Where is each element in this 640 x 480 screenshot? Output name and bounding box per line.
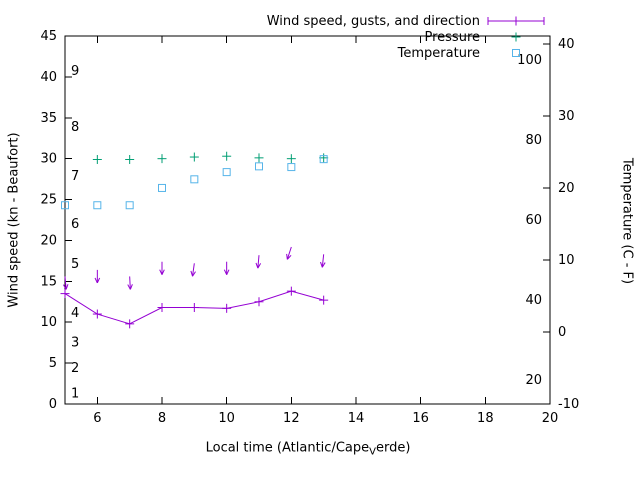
beaufort-scale-label: 1 bbox=[71, 386, 79, 401]
wind-direction-arrow bbox=[223, 269, 228, 275]
x-axis-label-suffix: erde) bbox=[375, 440, 411, 456]
y-left-tick-label: 10 bbox=[40, 315, 57, 330]
beaufort-scale-label: 7 bbox=[71, 169, 79, 184]
fahrenheit-scale-label: 80 bbox=[525, 133, 542, 148]
wind-direction-arrow bbox=[96, 277, 101, 284]
beaufort-scale-label: 9 bbox=[71, 64, 79, 79]
x-tick-label: 10 bbox=[218, 411, 235, 426]
fahrenheit-scale-label: 40 bbox=[525, 293, 542, 308]
wind-direction-arrow bbox=[129, 276, 131, 290]
legend: Wind speed, gusts, and direction Pressure… bbox=[267, 13, 546, 61]
temperature-point bbox=[158, 183, 166, 192]
y-left-tick-label: 20 bbox=[40, 233, 57, 248]
temperature-point bbox=[319, 155, 328, 164]
wind-direction-arrow bbox=[321, 254, 325, 268]
wind-direction-arrow bbox=[286, 254, 292, 260]
wind-direction-arrow bbox=[65, 284, 69, 290]
wind-direction-arrow bbox=[64, 276, 67, 290]
beaufort-scale-label: 8 bbox=[71, 120, 79, 135]
wind-direction-arrow bbox=[127, 284, 131, 290]
wind-direction-arrow bbox=[320, 261, 323, 268]
y-left-tick-label: 5 bbox=[49, 356, 57, 371]
y-left-tick-label: 30 bbox=[40, 152, 57, 167]
wind-direction-arrow bbox=[192, 271, 196, 277]
y-right-tick-label: 20 bbox=[558, 181, 575, 196]
x-tick-label: 6 bbox=[93, 411, 101, 426]
y-left-tick-label: 25 bbox=[40, 193, 57, 208]
fahrenheit-scale-label: 60 bbox=[525, 213, 542, 228]
x-tick-label: 12 bbox=[283, 411, 300, 426]
y-left-tick-label: 40 bbox=[40, 70, 57, 85]
wind-direction-arrow bbox=[159, 269, 163, 275]
y-axis-label-left: Wind speed (kn - Beaufort) bbox=[6, 132, 22, 308]
wind-direction-arrow bbox=[286, 246, 292, 260]
legend-item: Wind speed, gusts, and direction bbox=[267, 13, 546, 29]
y-left-tick-label: 45 bbox=[40, 29, 57, 44]
temperature-point bbox=[222, 168, 231, 177]
x-axis-label-subscript: V bbox=[369, 446, 376, 458]
y-right-tick-label: 0 bbox=[558, 325, 566, 340]
beaufort-scale-label: 3 bbox=[71, 336, 79, 351]
x-tick-label: 14 bbox=[348, 411, 365, 426]
wind-direction-arrow bbox=[190, 270, 194, 277]
wind-direction-arrow bbox=[62, 284, 67, 290]
temperature-point bbox=[190, 175, 199, 184]
wind-direction-arrow bbox=[255, 262, 259, 269]
wind-direction-arrow bbox=[129, 284, 133, 290]
y-left-tick-label: 35 bbox=[40, 111, 57, 126]
wind-direction-arrow bbox=[257, 263, 262, 269]
beaufort-scale-label: 2 bbox=[71, 361, 79, 376]
beaufort-scale-label: 4 bbox=[71, 306, 79, 321]
y-right-tick-label: 10 bbox=[558, 253, 575, 268]
beaufort-scale-label: 5 bbox=[71, 257, 79, 272]
y-right-tick-label: -10 bbox=[558, 397, 579, 412]
x-tick-label: 8 bbox=[158, 411, 166, 426]
wind-direction-arrow bbox=[94, 277, 98, 284]
y-right-tick-label: 30 bbox=[558, 109, 575, 124]
wind-direction-arrow bbox=[226, 269, 230, 275]
legend-sample-square-icon bbox=[512, 49, 520, 57]
legend-item-label: Pressure bbox=[424, 29, 480, 45]
wind-direction-arrow bbox=[161, 269, 165, 275]
temperature-point bbox=[255, 162, 263, 171]
legend-item: Temperature bbox=[267, 45, 546, 61]
wind-direction-arrow bbox=[321, 262, 326, 268]
y-right-tick-label: 40 bbox=[558, 37, 575, 52]
x-tick-label: 20 bbox=[542, 411, 559, 426]
legend-sample-wind-icon bbox=[487, 16, 545, 26]
fahrenheit-scale-label: 100 bbox=[517, 53, 542, 68]
x-tick-label: 18 bbox=[477, 411, 494, 426]
y-left-tick-label: 0 bbox=[49, 397, 57, 412]
temperature-point bbox=[125, 201, 134, 210]
temperature-point bbox=[61, 201, 69, 210]
beaufort-scale-label: 6 bbox=[71, 217, 79, 232]
legend-item-label: Temperature bbox=[397, 45, 480, 61]
legend-item: Pressure bbox=[267, 29, 546, 45]
x-axis-label: Local time (Atlantic/CapeVerde) bbox=[205, 440, 411, 458]
fahrenheit-scale-label: 20 bbox=[525, 373, 542, 388]
y-axis-label-right: Temperature (C - F) bbox=[619, 157, 635, 285]
legend-sample-plus-icon bbox=[511, 32, 521, 42]
x-tick-label: 16 bbox=[412, 411, 429, 426]
wind-direction-arrow bbox=[192, 263, 195, 277]
temperature-point bbox=[287, 163, 296, 172]
temperature-point bbox=[93, 201, 102, 210]
wind-direction-arrow bbox=[257, 255, 260, 269]
wind-direction-arrow bbox=[286, 253, 288, 260]
legend-item-label: Wind speed, gusts, and direction bbox=[266, 13, 480, 29]
x-axis-label-prefix: Local time (Atlantic/Cape bbox=[205, 440, 370, 456]
y-left-tick-label: 15 bbox=[40, 274, 57, 289]
plot-border bbox=[64, 35, 551, 405]
